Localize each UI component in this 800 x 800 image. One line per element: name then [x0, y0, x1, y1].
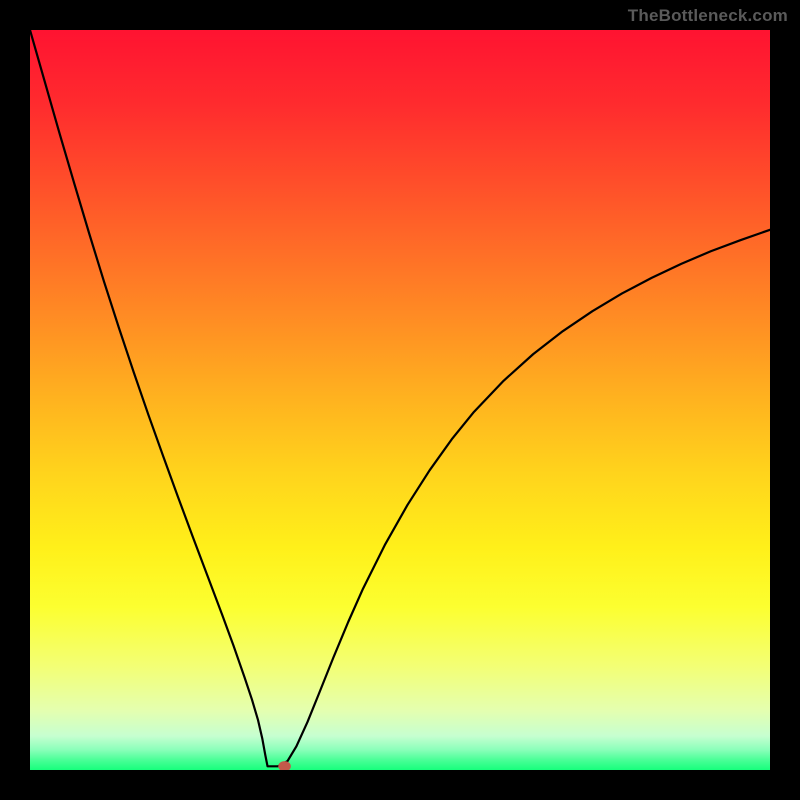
bottleneck-curve — [30, 30, 770, 766]
min-marker — [278, 761, 291, 770]
watermark-text: TheBottleneck.com — [628, 6, 788, 26]
chart-container: TheBottleneck.com — [0, 0, 800, 800]
plot-area — [30, 30, 770, 770]
curve-layer — [30, 30, 770, 770]
